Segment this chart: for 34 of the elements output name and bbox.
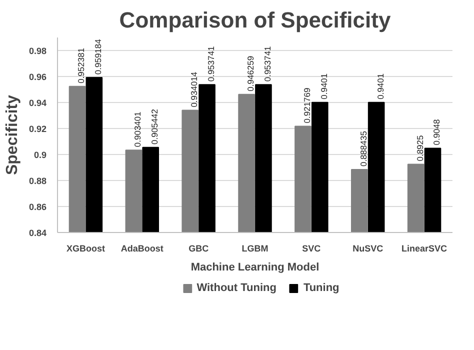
data-label: 0.934014 (189, 72, 200, 108)
y-tick-label: 0.98 (28, 46, 47, 56)
data-label: 0.921769 (302, 87, 312, 124)
x-tick-label: NuSVC (352, 244, 384, 254)
x-axis-title: Machine Learning Model (190, 262, 320, 274)
data-label: 0.946259 (246, 56, 256, 92)
legend-label: Without Tuning (196, 282, 276, 294)
data-label: 0.903401 (132, 111, 143, 148)
data-label: 0.9048 (432, 118, 442, 146)
data-label: 0.9401 (318, 73, 329, 100)
y-axis-title: Specificity (4, 94, 21, 176)
y-tick-label: 0.86 (28, 202, 47, 212)
x-tick-label: XGBoost (66, 244, 105, 254)
data-label: 0.9401 (375, 73, 386, 100)
y-tick-label: 0.94 (28, 98, 47, 108)
data-label: 0.952381 (76, 48, 86, 84)
data-label: 0.888435 (358, 130, 368, 167)
data-label: 0.959184 (93, 38, 104, 75)
x-tick-label: GBC (188, 244, 210, 254)
data-label: 0.905442 (150, 108, 160, 144)
y-tick-label: 0.84 (28, 228, 47, 238)
x-tick-label: SVC (302, 244, 322, 254)
x-tick-label: LGBM (242, 244, 268, 254)
x-tick-label: LinearSVC (402, 244, 448, 254)
chart-title: Comparison of Specificity (119, 8, 392, 32)
data-label: 0.953741 (206, 46, 216, 82)
legend-label: Tuning (303, 282, 340, 294)
y-tick-label: 0.96 (28, 72, 47, 82)
data-label: 0.953741 (262, 46, 272, 82)
y-tick-label: 0.88 (28, 176, 47, 186)
y-tick-label: 0.92 (28, 124, 47, 134)
x-tick-label: AdaBoost (120, 244, 164, 254)
data-label: 0.8925 (414, 134, 425, 162)
y-tick-label: 0.9 (34, 150, 47, 160)
